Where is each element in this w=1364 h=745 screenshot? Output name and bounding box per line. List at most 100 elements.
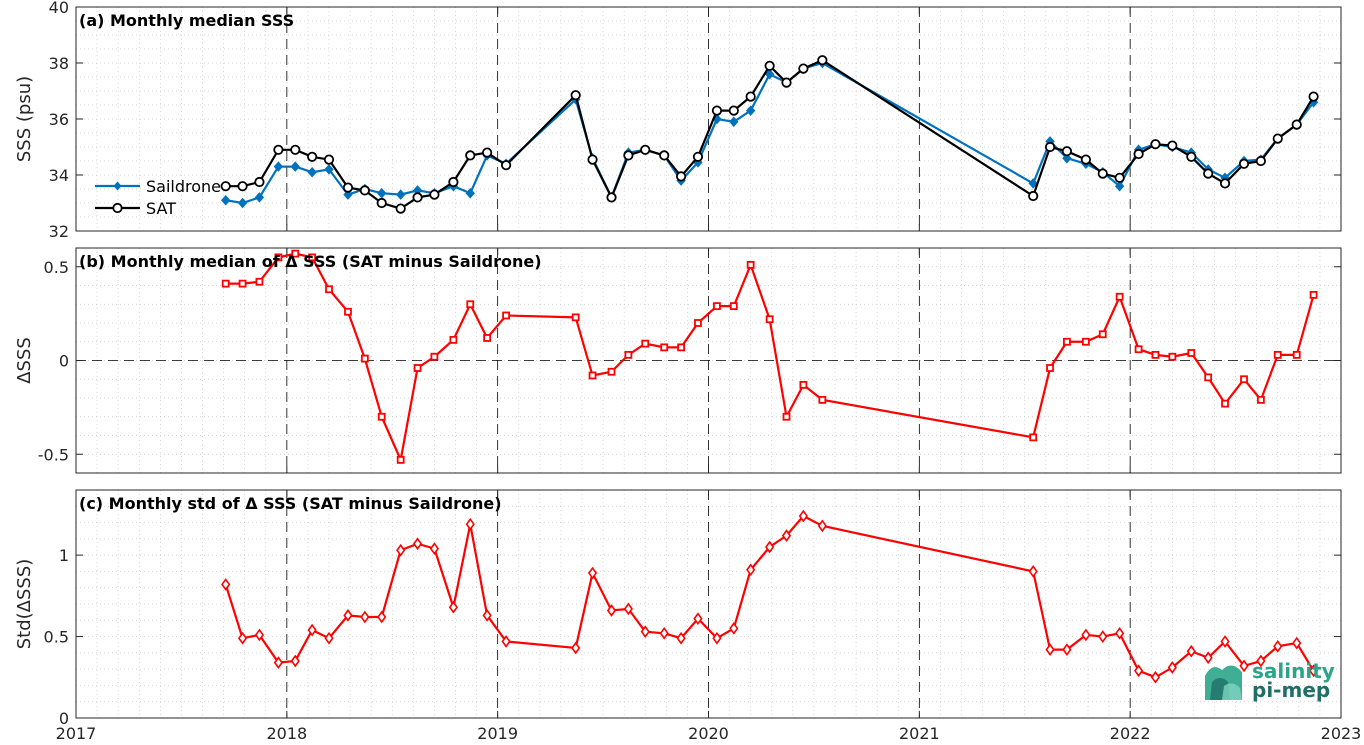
logo-text-salinity: salinity <box>1252 659 1335 683</box>
data-point <box>501 635 511 648</box>
data-point <box>571 641 581 655</box>
data-point <box>728 105 739 116</box>
data-point <box>502 311 511 320</box>
data-point <box>782 412 791 421</box>
data-point <box>1186 644 1196 658</box>
data-point <box>500 160 512 171</box>
panel-title: (c) Monthly std of Δ SSS (SAT minus Sail… <box>79 494 502 513</box>
data-point <box>221 279 230 288</box>
data-point <box>1256 654 1266 668</box>
data-point <box>290 161 300 172</box>
x-tick-label: 2023 <box>1321 724 1362 743</box>
data-point <box>412 537 423 551</box>
data-point <box>1151 350 1160 359</box>
data-point <box>1292 636 1302 650</box>
y-axis-label: Std(ΔSSS) <box>14 559 35 650</box>
data-point <box>606 192 617 203</box>
data-point <box>1255 155 1266 167</box>
panel-a-monthly-median-sss: 32 34 36 38 40 SSS (psu) (a) Monthly median SS… <box>14 0 1342 241</box>
data-point <box>1044 141 1056 153</box>
data-point <box>764 60 775 71</box>
data-point <box>465 517 475 531</box>
data-point <box>817 519 827 533</box>
panel-title: (b) Monthly median of Δ SSS (SAT minus S… <box>79 252 542 271</box>
y-axis-label: ΔSSS <box>14 337 35 384</box>
data-point <box>798 509 808 523</box>
data-point <box>359 185 370 196</box>
x-tick-label: 2017 <box>56 724 97 743</box>
data-point <box>412 192 423 203</box>
data-point <box>413 364 422 372</box>
data-point <box>1309 290 1318 299</box>
data-point <box>745 91 756 102</box>
data-point <box>1167 140 1178 151</box>
data-point <box>745 105 756 116</box>
data-point <box>1133 148 1144 160</box>
data-point <box>1150 139 1161 150</box>
data-point <box>254 176 265 188</box>
data-point <box>1045 643 1055 656</box>
legend-label: Saildrone <box>146 177 221 196</box>
x-tick-label: 2019 <box>477 724 518 743</box>
data-point <box>1097 168 1108 179</box>
data-point <box>1220 635 1230 648</box>
data-point <box>325 285 333 294</box>
data-point <box>641 339 650 348</box>
y-tick-label: 34 <box>49 166 69 185</box>
logo-text-pi-mep: pi-mep <box>1252 678 1330 702</box>
data-point <box>482 147 493 158</box>
legend-marker <box>113 181 122 191</box>
data-point <box>1134 664 1144 678</box>
data-point <box>290 654 300 668</box>
x-tick-label: 2018 <box>266 724 307 743</box>
data-point <box>220 181 231 192</box>
data-point <box>623 150 634 161</box>
data-point <box>396 455 405 464</box>
y-tick-label: 38 <box>49 54 69 73</box>
data-point <box>1221 399 1229 408</box>
legend: Saildrone SAT <box>95 177 221 218</box>
data-point <box>1098 630 1108 643</box>
data-point <box>570 90 581 101</box>
data-point <box>221 578 231 591</box>
y-axis-label: SSS (psu) <box>14 76 35 162</box>
data-point <box>1081 628 1091 642</box>
data-point <box>1081 337 1090 346</box>
data-point <box>483 334 492 342</box>
data-point <box>677 343 685 352</box>
data-point <box>307 166 317 178</box>
data-point <box>1028 190 1039 202</box>
x-tick-label: 2020 <box>688 724 729 743</box>
data-point <box>343 189 353 200</box>
data-point <box>713 302 721 311</box>
data-point <box>482 609 492 622</box>
data-point <box>1203 651 1213 665</box>
data-point <box>818 395 827 404</box>
data-point <box>1114 172 1125 183</box>
data-point <box>1204 373 1213 382</box>
data-point <box>1308 91 1319 102</box>
data-point <box>1187 349 1196 357</box>
data-point <box>1186 151 1197 162</box>
data-point <box>449 335 458 344</box>
data-point <box>729 622 739 635</box>
data-point <box>466 300 475 309</box>
data-point <box>1203 168 1214 179</box>
data-point <box>1062 643 1072 656</box>
data-point <box>712 631 722 645</box>
data-point <box>290 144 301 155</box>
data-point <box>254 192 265 203</box>
data-point <box>324 164 334 175</box>
data-point <box>1273 639 1283 653</box>
data-point <box>1238 158 1250 169</box>
data-point <box>764 68 775 80</box>
data-point <box>1028 178 1038 189</box>
data-point <box>396 543 406 557</box>
data-point <box>377 412 386 421</box>
data-point <box>640 144 651 155</box>
data-point <box>324 631 334 645</box>
data-point <box>396 189 406 200</box>
data-point <box>1114 180 1125 192</box>
data-point <box>237 197 248 209</box>
